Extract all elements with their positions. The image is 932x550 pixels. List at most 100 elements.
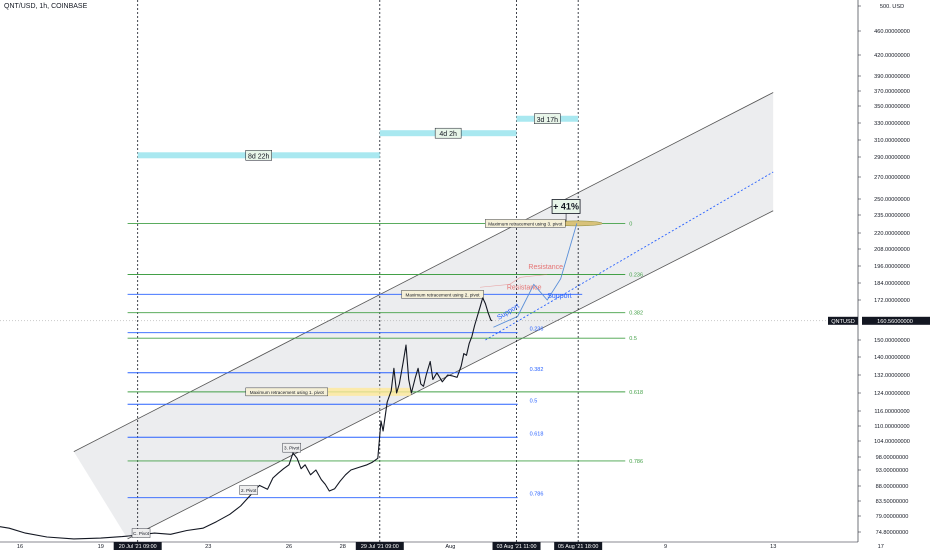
time-tick-label: 13 — [770, 544, 776, 550]
last-price-tag — [862, 316, 930, 325]
fib-blue-label: 0.786 — [530, 492, 544, 498]
time-range-label: 4d 2h — [439, 131, 457, 138]
time-tick-label: 28 — [340, 544, 346, 550]
price-tick-label: 150.00000000 — [874, 338, 910, 344]
price-tick-label: 196.00000000 — [874, 264, 910, 270]
price-tick-label: 79.00000000 — [876, 514, 909, 520]
trend-channel — [73, 92, 774, 540]
channel-fill — [73, 92, 774, 539]
resistance-path — [479, 274, 548, 288]
pivot-label: 3. Pivot — [284, 446, 300, 451]
price-tick-label: 132.00000000 — [874, 373, 910, 379]
target-label: + 41% — [553, 201, 579, 211]
price-tick-label: 250.00000000 — [874, 197, 910, 203]
time-tick-label: 19 — [98, 544, 104, 550]
time-range-badge — [434, 127, 462, 139]
time-badge — [554, 542, 603, 550]
time-range-badge — [534, 113, 561, 124]
price-tick-label: 74.80000000 — [876, 530, 909, 536]
symbol-tag — [828, 316, 858, 325]
time-badge-label: 20 Jul '21 09:00 — [119, 544, 157, 550]
price-tick-label: 110.00000000 — [874, 424, 909, 430]
annotation-resistance: Resistance — [528, 264, 563, 271]
price-tick-label: 172.00000000 — [874, 298, 910, 304]
price-tick-label: 83.50000000 — [876, 499, 909, 505]
fib-blue-label: 0.5 — [530, 398, 538, 404]
price-axis-bg — [858, 0, 932, 550]
time-badge-label: 29 Jul '21 09:00 — [361, 544, 399, 550]
price-tick-label: 310.00000000 — [874, 138, 910, 144]
price-line — [0, 297, 493, 540]
retracement-label: Maximum retracement using 1. pivot — [250, 390, 325, 395]
channel-upper-line — [73, 92, 774, 453]
price-tick-label: 93.00000000 — [876, 468, 909, 474]
price-tick-label: 290.00000000 — [874, 155, 910, 161]
fib-green-label: 0.5 — [629, 336, 637, 342]
price-tick-label: 124.00000000 — [874, 391, 910, 397]
time-badge-label: 03 Aug '21 11:00 — [497, 544, 537, 550]
time-badge — [492, 542, 541, 550]
retracement-label: Maximum retracement using 2. pivot — [406, 292, 481, 297]
price-tick-label: 270.00000000 — [874, 175, 910, 181]
pivot-badge — [131, 528, 151, 538]
fib-green-label: 0 — [629, 221, 632, 227]
time-badge — [113, 542, 162, 550]
fib-blue-label: 0.618 — [530, 431, 544, 437]
channel-lower-line — [127, 210, 774, 540]
retracement-badge — [401, 290, 484, 299]
symbol-label: QNTUSD — [831, 319, 855, 325]
time-axis-bg — [0, 542, 932, 550]
time-tick-label: 9 — [664, 544, 667, 550]
time-tick-label: 23 — [205, 544, 211, 550]
time-tick-label: 17 — [878, 544, 884, 550]
projection-paths — [479, 223, 578, 328]
annotation-resistance: Resistance — [507, 284, 542, 291]
price-tick-label: 220.00000000 — [874, 231, 910, 237]
retracement-highlights: Maximum retracement using 1. pivot Maximu… — [245, 219, 603, 397]
pivot-badge — [239, 485, 258, 495]
annotation-support: Support — [547, 293, 572, 300]
time-tick-label: 26 — [286, 544, 292, 550]
retracement-badge — [485, 219, 566, 228]
chart-title: QNT/USD, 1h, COINBASE — [4, 3, 88, 10]
fib-green-label: 0.382 — [629, 311, 643, 317]
price-tick-label: 98.00000000 — [876, 455, 909, 461]
retracement-highlight — [315, 387, 411, 396]
channel-mid-dotted — [485, 171, 774, 341]
last-price-value: 160.56000000 — [877, 319, 913, 325]
price-tick-label: 140.00000000 — [874, 355, 910, 361]
fib-blue-label: 0.382 — [530, 367, 544, 373]
pivot-badge — [282, 442, 301, 453]
time-tick-label: Aug — [445, 544, 455, 550]
price-tick-label: 390.00000000 — [874, 74, 910, 80]
price-series — [0, 297, 493, 540]
pivot-label: C. Pivot — [133, 531, 150, 536]
price-tick-label: 500. USD — [880, 4, 904, 10]
projection-path — [493, 223, 578, 328]
price-tick-label: 235.00000000 — [874, 213, 910, 219]
time-badge-label: 05 Aug '21 18:00 — [558, 544, 598, 550]
fib-green-label: 0.618 — [629, 390, 643, 396]
time-range-badge — [245, 150, 272, 161]
price-tick-label: 116.00000000 — [874, 409, 909, 415]
price-tick-label: 208.00000000 — [874, 247, 910, 253]
price-tick-label: 184.00000000 — [874, 281, 910, 287]
price-tick-label: 104.00000000 — [874, 439, 910, 445]
fib-green-label: 0.236 — [629, 273, 643, 279]
fib-blue-label: 0.236 — [530, 327, 544, 333]
price-tick-label: 370.00000000 — [874, 89, 910, 95]
retracement-badge — [245, 387, 328, 397]
time-range-label: 3d 17h — [537, 117, 559, 124]
time-range-label: 8d 22h — [248, 153, 270, 160]
time-tick-label: 16 — [17, 544, 23, 550]
price-tick-label: 350.00000000 — [874, 104, 910, 110]
retracement-label: Maximum retracement using 3. pivot — [488, 221, 563, 226]
price-tick-label: 460.00000000 — [874, 29, 910, 35]
price-tick-label: 88.00000000 — [876, 484, 909, 490]
time-range-bars: 8d 22h 4d 2h 3d 17h — [137, 113, 579, 161]
time-badge — [355, 542, 404, 550]
pivot-label: 2. Pivot — [241, 488, 257, 493]
price-tick-label: 420.00000000 — [874, 53, 910, 59]
